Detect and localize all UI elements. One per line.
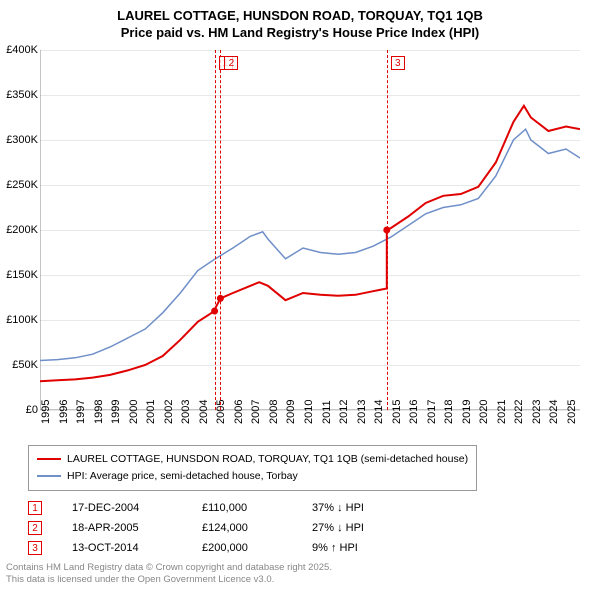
y-axis-tick: £100K: [0, 314, 38, 326]
sale-price: £200,000: [202, 542, 312, 554]
line-chart: [40, 50, 580, 410]
sale-marker-line: [220, 50, 221, 410]
y-axis-tick: £50K: [0, 359, 38, 371]
chart-area: £0£50K£100K£150K£200K£250K£300K£350K£400…: [40, 50, 580, 410]
legend-item: LAUREL COTTAGE, HUNSDON ROAD, TORQUAY, T…: [37, 451, 468, 468]
sales-table: 1 17-DEC-2004£110,00037% ↓ HPI 2 18-APR-200…: [28, 498, 422, 558]
x-axis-tick: 2025: [566, 400, 590, 424]
series-price_paid: [40, 106, 580, 381]
sale-delta: 37% ↓ HPI: [312, 502, 422, 514]
legend-swatch: [37, 475, 61, 477]
y-axis-tick: £200K: [0, 224, 38, 236]
chart-title: LAUREL COTTAGE, HUNSDON ROAD, TORQUAY, T…: [0, 0, 600, 42]
series-hpi: [40, 129, 580, 360]
sale-delta: 27% ↓ HPI: [312, 522, 422, 534]
y-axis-tick: £250K: [0, 179, 38, 191]
sale-number-box: 2: [28, 521, 42, 535]
sale-marker-box: 3: [391, 56, 405, 70]
footer-attribution: Contains HM Land Registry data © Crown c…: [6, 562, 332, 586]
sale-date: 17-DEC-2004: [72, 502, 202, 514]
y-axis-tick: £300K: [0, 134, 38, 146]
footer-line1: Contains HM Land Registry data © Crown c…: [6, 562, 332, 574]
sale-marker-line: [215, 50, 216, 410]
sale-marker-box: 2: [224, 56, 238, 70]
title-line1: LAUREL COTTAGE, HUNSDON ROAD, TORQUAY, T…: [0, 8, 600, 25]
legend: LAUREL COTTAGE, HUNSDON ROAD, TORQUAY, T…: [28, 445, 477, 491]
sale-price: £110,000: [202, 502, 312, 514]
sale-number-box: 3: [28, 541, 42, 555]
legend-item: HPI: Average price, semi-detached house,…: [37, 468, 468, 485]
title-line2: Price paid vs. HM Land Registry's House …: [0, 25, 600, 42]
sale-number-box: 1: [28, 501, 42, 515]
sale-price: £124,000: [202, 522, 312, 534]
legend-label: LAUREL COTTAGE, HUNSDON ROAD, TORQUAY, T…: [67, 451, 468, 468]
legend-swatch: [37, 458, 61, 460]
sale-row: 1 17-DEC-2004£110,00037% ↓ HPI: [28, 498, 422, 518]
y-axis-tick: £0: [0, 404, 38, 416]
sale-date: 18-APR-2005: [72, 522, 202, 534]
sale-row: 2 18-APR-2005£124,00027% ↓ HPI: [28, 518, 422, 538]
sale-row: 3 13-OCT-2014£200,0009% ↑ HPI: [28, 538, 422, 558]
sale-date: 13-OCT-2014: [72, 542, 202, 554]
sale-marker-line: [387, 50, 388, 410]
y-axis-tick: £400K: [0, 44, 38, 56]
sale-delta: 9% ↑ HPI: [312, 542, 422, 554]
footer-line2: This data is licensed under the Open Gov…: [6, 574, 332, 586]
y-axis-tick: £150K: [0, 269, 38, 281]
legend-label: HPI: Average price, semi-detached house,…: [67, 468, 298, 485]
y-axis-tick: £350K: [0, 89, 38, 101]
